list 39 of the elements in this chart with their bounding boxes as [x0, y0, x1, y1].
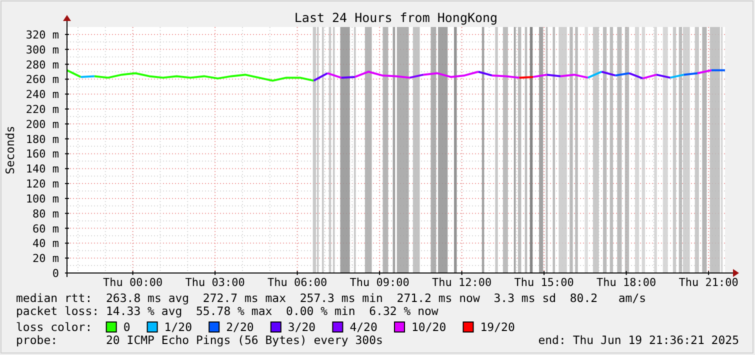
legend-label: 10/20 — [412, 320, 446, 334]
x-tick-label: Thu 18:00 — [596, 276, 656, 289]
y-tick-label: 20 m — [32, 252, 60, 266]
y-tick-label: 120 m — [26, 178, 60, 191]
y-tick-label: 60 m — [32, 222, 60, 236]
x-tick-label: Thu 12:00 — [432, 276, 492, 289]
legend-label: 2/20 — [226, 320, 254, 334]
legend-label: 1/20 — [164, 320, 192, 334]
y-tick-label: 200 m — [26, 118, 60, 131]
text: probe: 20 ICMP Echo Pings (56 Bytes) every 300s — [16, 333, 383, 347]
y-tick-label: 100 m — [26, 192, 60, 206]
x-tick-label: Thu 06:00 — [267, 276, 328, 289]
x-tick-label: Thu 15:00 — [514, 276, 574, 289]
text: end: Thu Jun 19 21:36:21 2025 — [538, 333, 739, 347]
x-tick-label: Thu 03:00 — [185, 276, 245, 289]
legend-label: 0 — [123, 320, 130, 334]
x-tick-label: Thu 09:00 — [350, 276, 410, 289]
text: median rtt: 263.8 ms avg 272.7 ms max 257.3 ms min 271.2 ms now 3.3 ms sd 80.2 am/s — [16, 291, 646, 305]
y-tick-label: 260 m — [26, 73, 60, 86]
x-tick-label: Thu 21:00 — [678, 276, 738, 289]
y-tick-label: 240 m — [26, 88, 60, 102]
legend-label: 3/20 — [288, 320, 316, 334]
y-tick-label: 320 m — [26, 28, 60, 42]
y-tick-label: 80 m — [32, 207, 60, 220]
y-tick-label: 0 — [52, 267, 59, 280]
y-tick-label: 140 m — [26, 162, 60, 176]
y-axis-title: Seconds — [3, 126, 17, 174]
y-tick-label: 300 m — [26, 43, 60, 56]
y-tick-label: 40 m — [32, 237, 60, 250]
legend-title: loss color: — [16, 320, 92, 334]
y-tick-label: 160 m — [26, 148, 60, 161]
chart-title: Last 24 Hours from HongKong — [294, 10, 498, 25]
y-tick-label: 280 m — [26, 58, 60, 72]
y-tick-label: 220 m — [26, 103, 60, 116]
y-tick-label: 180 m — [26, 132, 60, 146]
legend-label: 19/20 — [480, 320, 515, 334]
legend-label: 4/20 — [350, 320, 378, 334]
x-tick-label: Thu 00:00 — [102, 276, 163, 289]
text: packet loss: 14.33 % avg 55.78 % max 0.00 % min 6.32 % now — [16, 304, 438, 318]
